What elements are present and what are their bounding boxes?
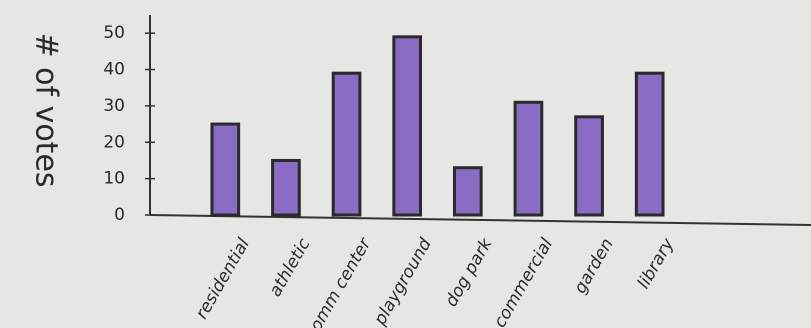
bar bbox=[331, 71, 362, 217]
bar bbox=[513, 100, 544, 217]
bar bbox=[452, 166, 483, 217]
bar bbox=[392, 35, 423, 217]
bar bbox=[271, 158, 301, 217]
bar bbox=[634, 71, 665, 217]
y-tick-label: 30 bbox=[103, 96, 125, 116]
bar bbox=[210, 122, 241, 217]
y-axis-label: # of votes bbox=[29, 32, 64, 187]
y-tick-label: 10 bbox=[103, 169, 125, 189]
x-axis bbox=[149, 214, 811, 226]
y-tick-label: 50 bbox=[103, 23, 125, 43]
bar bbox=[574, 115, 604, 217]
y-tick-label: 0 bbox=[114, 205, 125, 225]
y-tick-label: 40 bbox=[103, 60, 125, 80]
y-tick-label: 20 bbox=[103, 132, 125, 152]
